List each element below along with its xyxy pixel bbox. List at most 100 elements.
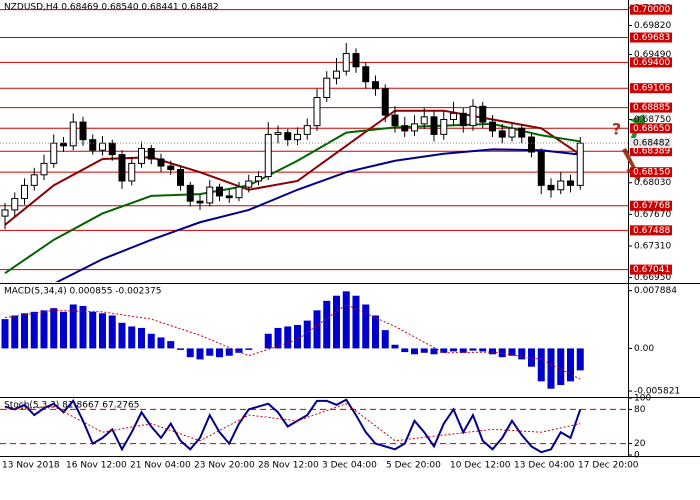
candle-body (21, 184, 28, 200)
candle-body (216, 186, 223, 197)
candle-body (138, 147, 145, 164)
candle-body (255, 176, 262, 182)
macd-bar (498, 348, 506, 358)
y-tick-label: 0.67310 (634, 241, 671, 251)
macd-bar (518, 348, 526, 360)
macd-bar (489, 348, 496, 355)
macd-title: MACD(5,34,4) 0.000855 -0.002375 (4, 287, 161, 297)
candle-body (489, 121, 496, 132)
level-label-box (630, 225, 672, 236)
macd-bar (79, 305, 87, 349)
y-tick-label: 80 (634, 405, 646, 415)
candle-body (294, 133, 301, 141)
macd-bar (469, 348, 477, 351)
candle-body (30, 174, 38, 186)
candle-body (411, 123, 418, 132)
x-tick-label: 23 Nov 20:00 (194, 461, 255, 471)
y-tick-label: 0.007884 (634, 286, 677, 296)
macd-bar (440, 348, 448, 353)
macd-bar (352, 295, 360, 349)
macd-bar (450, 348, 457, 352)
current-price-label: 0.68482 (633, 139, 670, 149)
macd-bar (362, 304, 370, 349)
x-tick-label: 21 Nov 04:00 (130, 461, 191, 471)
y-tick-label: 0.66950 (634, 273, 671, 283)
level-label-box (630, 146, 672, 157)
candle-body (11, 198, 19, 211)
level-label-box (630, 264, 672, 275)
candle-body (528, 136, 535, 153)
level-label-box (630, 83, 672, 94)
macd-bar (138, 327, 145, 349)
level-label-box (630, 123, 672, 134)
macd-bar (167, 341, 175, 349)
level-label-box (630, 102, 672, 113)
macd-bar (557, 348, 565, 386)
macd-bar (313, 310, 321, 349)
macd-bar (342, 291, 350, 349)
y-tick-label: 0.69820 (634, 21, 671, 31)
candle-body (60, 142, 67, 147)
y-tick-label: 0.68750 (634, 115, 671, 125)
x-tick-label: 16 Nov 12:00 (66, 461, 127, 471)
candle-body (186, 184, 194, 202)
level-label: 0.69106 (633, 84, 670, 94)
level-label: 0.67488 (633, 226, 670, 236)
macd-bar (420, 348, 428, 353)
macd-bar (323, 300, 331, 349)
stoch-title: Stoch(5,3,3) 81.8667 67.2765 (4, 401, 139, 411)
candle-body (118, 154, 126, 182)
macd-bar (225, 348, 233, 356)
annotation: ? (612, 120, 621, 139)
candle-body (40, 162, 48, 176)
level-label: 0.68389 (633, 147, 670, 157)
candle-body (459, 112, 467, 127)
candle-body (450, 112, 457, 120)
candle-body (99, 142, 106, 151)
y-tick-label: -0.005821 (634, 387, 680, 397)
macd-bar (381, 330, 389, 349)
candle-body (245, 180, 253, 188)
candle-body (401, 125, 409, 132)
x-tick-label: 13 Dec 04:00 (514, 461, 575, 471)
macd-bar (157, 337, 165, 349)
candle-body (206, 186, 214, 204)
candle-body (323, 77, 331, 99)
candle-body (479, 105, 487, 123)
candle-body (303, 125, 311, 135)
candle-body (342, 53, 350, 72)
x-tick-label: 13 Nov 2018 (2, 461, 60, 471)
level-label: 0.67041 (633, 265, 670, 275)
macd-bar (547, 348, 555, 389)
level-label-box (630, 57, 672, 68)
macd-bar (11, 315, 19, 349)
panel (0, 9, 628, 282)
level-label-box (630, 4, 672, 15)
macd-bar (128, 326, 136, 349)
macd-bar (30, 311, 38, 349)
candle-body (50, 142, 58, 164)
macd-bar (479, 348, 487, 352)
candle-body (284, 132, 292, 141)
candle-body (79, 121, 87, 141)
y-tick-label: 0.68030 (634, 178, 671, 188)
macd-bar (284, 326, 292, 349)
candle-body (508, 127, 516, 138)
candle-body (469, 105, 477, 127)
panel (1, 291, 584, 389)
macd-bar (40, 310, 48, 349)
y-tick-label: 0.69490 (634, 50, 671, 60)
candle-body (89, 139, 97, 151)
candle-body (557, 180, 565, 191)
macd-bar (177, 348, 184, 350)
level-label: 0.69683 (633, 33, 670, 43)
candle-body (167, 165, 175, 171)
macd-bar (1, 319, 9, 349)
candle-body (196, 200, 204, 204)
macd-bar (60, 311, 67, 349)
level-label-box (630, 167, 672, 178)
candle-body (264, 133, 272, 178)
level-label: 0.70000 (633, 5, 670, 15)
macd-bar (147, 333, 155, 349)
